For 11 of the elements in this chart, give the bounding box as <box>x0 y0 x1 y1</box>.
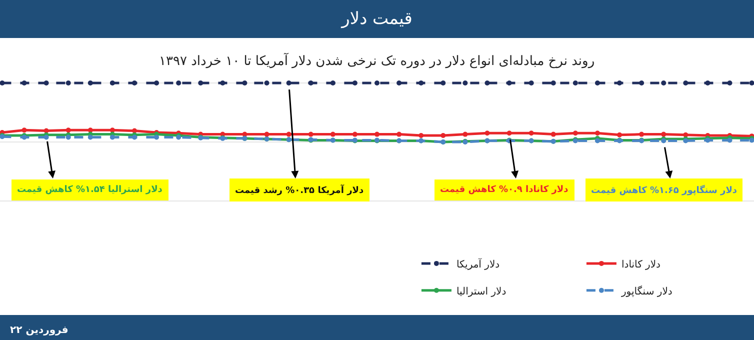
chart-subtitle: روند نرخ مبادله‌ای انواع دلار در دوره تک نرخی شدن دلار آمریکا تا ۱۰ خرداد ۱۳۹۷ <box>159 52 595 69</box>
text: ۲۲ فروردین <box>10 325 68 336</box>
legend-label: دلار آمریکا <box>456 257 500 270</box>
text: دلار سنگاپور ۱.۶۵% کاهش قیمت <box>591 184 738 196</box>
legend-label: دلار استرالیا <box>456 286 506 298</box>
legend-label: دلار سنگاپور <box>620 285 672 298</box>
chart-title: قیمت دلار <box>340 8 412 29</box>
text: دلار آمریکا ۰.۳۵% رشد قیمت <box>235 184 364 196</box>
text: دلار استرالیا ۱.۵۴% کاهش قیمت <box>17 185 163 195</box>
text: دلار کانادا ۰.۹% کاهش قیمت <box>440 185 569 195</box>
legend-label: دلار کانادا <box>621 259 661 270</box>
